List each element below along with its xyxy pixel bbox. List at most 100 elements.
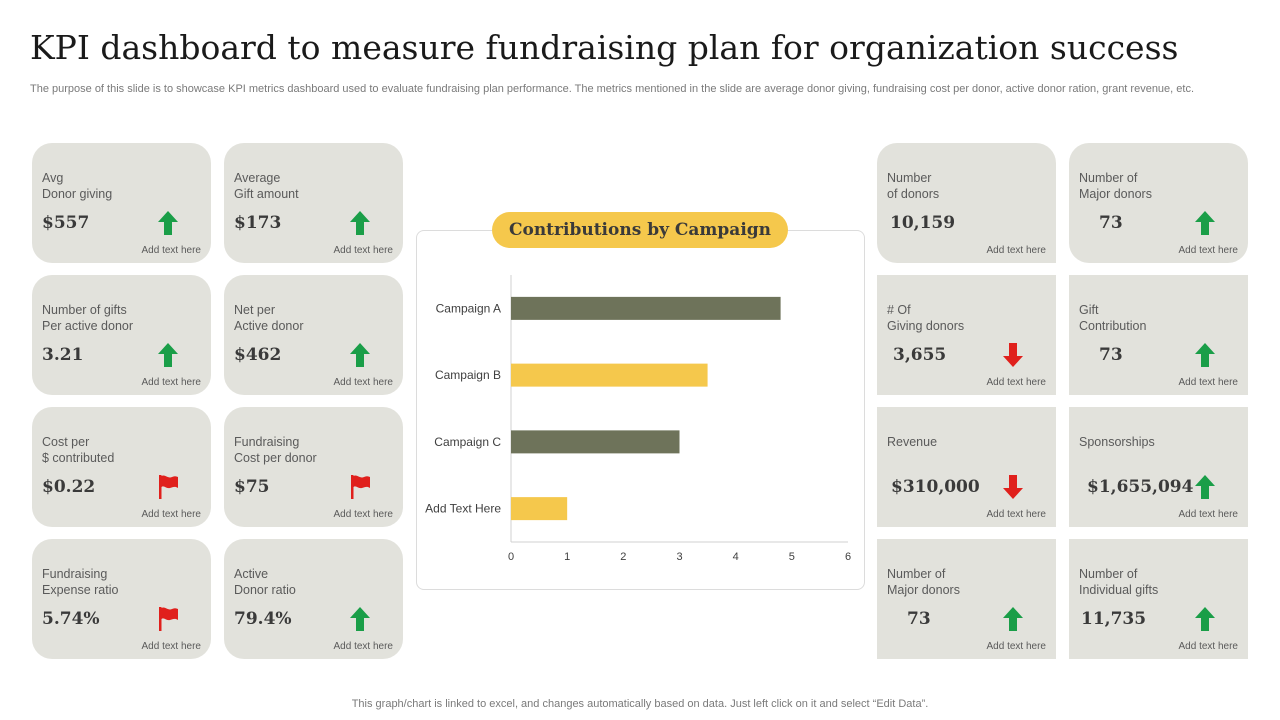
y-tick-label: Campaign A: [436, 301, 501, 315]
kpi-card: Avg Donor giving $557 Add text here: [32, 143, 211, 263]
bar-campaign-a: [511, 296, 781, 320]
kpi-label: Number of Individual gifts: [1079, 567, 1159, 597]
y-tick-label: Campaign C: [434, 435, 501, 449]
kpi-card: Average Gift amount $173 Add text here: [224, 143, 403, 263]
kpi-note[interactable]: Add text here: [333, 641, 393, 652]
flag-icon: [156, 605, 180, 633]
kpi-value: 3.21: [42, 345, 84, 365]
kpi-label: Fundraising Cost per donor: [234, 435, 317, 465]
kpi-label: Revenue: [887, 435, 938, 449]
up-arrow-icon: [1193, 209, 1217, 237]
kpi-label: Gift Contribution: [1079, 303, 1147, 333]
kpi-value: $557: [42, 213, 90, 233]
x-tick-label: 0: [508, 551, 514, 563]
kpi-note[interactable]: Add text here: [141, 509, 201, 520]
kpi-card: Number of Major donors 73 Add text here: [1069, 143, 1248, 263]
kpi-note[interactable]: Add text here: [1178, 245, 1238, 256]
kpi-card: Revenue $310,000 Add text here: [877, 407, 1056, 527]
kpi-label: Fundraising Expense ratio: [42, 567, 119, 597]
page-title: KPI dashboard to measure fundraising pla…: [30, 28, 1179, 67]
x-tick-label: 4: [733, 551, 739, 563]
kpi-value: $462: [234, 345, 282, 365]
x-tick-label: 1: [564, 551, 570, 563]
kpi-card: Sponsorships $1,655,094 Add text here: [1069, 407, 1248, 527]
up-arrow-icon: [1001, 605, 1025, 633]
kpi-card: Number of donors 10,159 Add text here: [877, 143, 1056, 263]
bar-campaign-b: [511, 363, 708, 387]
kpi-value: $1,655,094: [1087, 477, 1194, 497]
kpi-card: # Of Giving donors 3,655 Add text here: [877, 275, 1056, 395]
kpi-label: Average Gift amount: [234, 171, 299, 201]
kpi-card: Number of Individual gifts 11,735 Add text…: [1069, 539, 1248, 659]
kpi-note[interactable]: Add text here: [1178, 641, 1238, 652]
kpi-label: Net per Active donor: [234, 303, 304, 333]
x-tick-label: 5: [789, 551, 795, 563]
kpi-card: Fundraising Expense ratio 5.74% Add text h…: [32, 539, 211, 659]
kpi-note[interactable]: Add text here: [333, 245, 393, 256]
kpi-value: 73: [1099, 345, 1123, 365]
down-arrow-icon: [1001, 341, 1025, 369]
kpi-value: 73: [1099, 213, 1123, 233]
chart-title: Contributions by Campaign: [492, 212, 788, 248]
kpi-note[interactable]: Add text here: [141, 245, 201, 256]
kpi-note[interactable]: Add text here: [141, 641, 201, 652]
kpi-label: Number of donors: [887, 171, 940, 201]
page-subtitle: The purpose of this slide is to showcase…: [30, 83, 1195, 95]
kpi-value: 10,159: [890, 213, 956, 233]
flag-icon: [156, 473, 180, 501]
kpi-note[interactable]: Add text here: [986, 641, 1046, 652]
kpi-value: $0.22: [42, 477, 96, 497]
footer-note: This graph/chart is linked to excel, and…: [351, 698, 929, 710]
kpi-note[interactable]: Add text here: [1178, 377, 1238, 388]
kpi-label: Number of gifts Per active donor: [42, 303, 134, 333]
up-arrow-icon: [1193, 473, 1217, 501]
kpi-note[interactable]: Add text here: [333, 377, 393, 388]
down-arrow-icon: [1001, 473, 1025, 501]
kpi-card: Gift Contribution 73 Add text here: [1069, 275, 1248, 395]
kpi-note[interactable]: Add text here: [1178, 509, 1238, 520]
kpi-value: 79.4%: [234, 609, 292, 629]
kpi-label: Sponsorships: [1079, 435, 1155, 449]
kpi-value: $310,000: [891, 477, 980, 497]
x-tick-label: 6: [845, 551, 851, 563]
kpi-card: Cost per $ contributed $0.22 Add text here: [32, 407, 211, 527]
kpi-card: Number of Major donors 73 Add text here: [877, 539, 1056, 659]
kpi-label: Cost per $ contributed: [42, 435, 115, 465]
kpi-card: Fundraising Cost per donor $75 Add text he…: [224, 407, 403, 527]
y-tick-label: Campaign B: [435, 368, 501, 382]
kpi-note[interactable]: Add text here: [986, 509, 1046, 520]
up-arrow-icon: [1193, 341, 1217, 369]
kpi-value: 73: [907, 609, 931, 629]
kpi-value: 3,655: [893, 345, 947, 365]
kpi-card: Number of gifts Per active donor 3.21 Add …: [32, 275, 211, 395]
bar-campaign-c: [511, 430, 680, 454]
kpi-value: $75: [234, 477, 270, 497]
up-arrow-icon: [348, 209, 372, 237]
kpi-value: 11,735: [1081, 609, 1147, 629]
up-arrow-icon: [156, 341, 180, 369]
contributions-bar-chart[interactable]: Campaign A Campaign B Campaign C Add Text H…: [416, 230, 865, 590]
x-tick-label: 2: [620, 551, 626, 563]
kpi-note[interactable]: Add text here: [986, 245, 1046, 256]
up-arrow-icon: [348, 605, 372, 633]
kpi-label: Number of Major donors: [887, 567, 960, 597]
up-arrow-icon: [1193, 605, 1217, 633]
y-tick-label: Add Text Here: [425, 502, 501, 516]
up-arrow-icon: [348, 341, 372, 369]
kpi-note[interactable]: Add text here: [333, 509, 393, 520]
up-arrow-icon: [156, 209, 180, 237]
kpi-label: # Of Giving donors: [887, 303, 965, 333]
kpi-label: Avg Donor giving: [42, 171, 113, 201]
kpi-value: 5.74%: [42, 609, 100, 629]
x-tick-label: 3: [676, 551, 682, 563]
kpi-card: Net per Active donor $462 Add text here: [224, 275, 403, 395]
kpi-note[interactable]: Add text here: [141, 377, 201, 388]
kpi-label: Active Donor ratio: [234, 567, 296, 597]
bar-add-text-here: [511, 497, 568, 521]
kpi-note[interactable]: Add text here: [986, 377, 1046, 388]
kpi-value: $173: [234, 213, 282, 233]
kpi-label: Number of Major donors: [1079, 171, 1152, 201]
kpi-card: Active Donor ratio 79.4% Add text here: [224, 539, 403, 659]
flag-icon: [348, 473, 372, 501]
chart-frame[interactable]: [416, 230, 865, 590]
